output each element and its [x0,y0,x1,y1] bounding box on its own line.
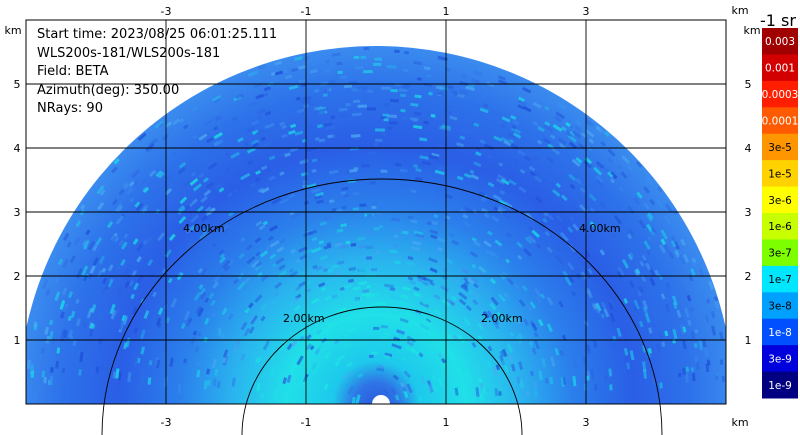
x-tick-top: -3 [161,5,172,18]
colorbar-swatch [762,28,798,55]
colorbar-swatch [762,107,798,135]
y-tick-right: 4 [745,142,752,155]
x-axis-ticks-top: -3 -1 1 3 km [161,4,749,18]
colorbar-label: 1e-5 [768,168,792,180]
colorbar-label: 3e-7 [768,248,792,260]
colorbar-swatch [762,265,798,293]
radar-name-text: WLS200s-181/WLS200s-181 [37,45,221,61]
colorbar-label: 1e-6 [768,221,792,233]
nrays-text: NRays: 90 [37,101,103,116]
x-axis-ticks-bottom: -3 -1 1 3 km [161,416,749,429]
y-tick-right: 5 [745,78,752,91]
range-ring-4km [101,178,663,435]
x-tick-top: 3 [583,5,590,18]
y-tick-left: 3 [14,206,21,219]
y-unit-right: km [743,24,760,37]
y-tick-right: 1 [745,334,752,347]
colorbar-label: 0.001 [765,63,795,75]
y-tick-right: 3 [745,206,752,219]
colorbar-label: 3e-6 [768,195,792,207]
x-tick-bottom: -1 [301,416,312,429]
colorbar: 0.003 0.001 0.0003 0.0001 3e-5 1e-5 3e-6 1e-6 3e… [762,28,799,399]
plot-frame [25,19,727,405]
colorbar-swatch [762,371,798,399]
y-tick-left: 4 [14,142,21,155]
colorbar-label: 1e-9 [768,380,792,392]
ring-label-2km-left: 2.00km [283,312,325,325]
x-tick-bottom: -3 [161,416,172,429]
colorbar-label: 3e-5 [768,142,792,154]
colorbar-swatch [762,292,798,320]
y-tick-left: 1 [14,334,21,347]
colorbar-unit-label: -1 sr [760,11,796,30]
ring-label-4km-right: 4.00km [579,222,621,235]
colorbar-label: 1e-7 [768,274,792,286]
x-tick-bottom: 3 [583,416,590,429]
scan-info-panel: Start time: 2023/08/25 06:01:25.111 WLS2… [37,26,277,119]
y-tick-left: 2 [14,270,21,283]
colorbar-label: 0.0001 [762,116,799,128]
colorbar-swatch [762,186,798,214]
colorbar-label: 1e-8 [768,327,792,339]
radar-blind-zone [372,395,390,404]
y-tick-left: 5 [14,78,21,91]
colorbar-label: 0.0003 [762,89,799,101]
x-tick-top: 1 [443,5,450,18]
azimuth-text: Azimuth(deg): 350.00 [37,82,180,98]
ring-label-4km-left: 4.00km [183,222,225,235]
y-unit-left: km [4,24,21,37]
colorbar-swatch [762,345,798,373]
field-text: Field: BETA [37,64,109,79]
range-ring-labels: 2.00km 2.00km 4.00km 4.00km [183,222,621,325]
colorbar-swatch [762,213,798,240]
echo-texture [26,46,726,404]
y-axis-ticks-left: km 1 2 3 4 5 [4,24,21,347]
colorbar-label: 3e-8 [768,301,792,313]
y-axis-ticks-right: km 1 2 3 4 5 [743,24,760,347]
x-tick-bottom: 1 [443,416,450,429]
colorbar-swatch [762,54,798,82]
y-tick-right: 2 [745,270,752,283]
colorbar-swatch [762,80,798,108]
colorbar-swatch [762,133,798,161]
x-unit-bottom: km [731,416,748,429]
grid-lines [26,20,726,404]
start-time-text: Start time: 2023/08/25 06:01:25.111 [37,27,278,42]
colorbar-swatch [762,318,798,346]
colorbar-label: 3e-9 [768,353,792,365]
x-unit-top: km [731,4,748,17]
colorbar-label: 0.003 [765,36,795,48]
ring-label-2km-right: 2.00km [481,312,523,325]
range-ring-2km [241,306,523,435]
colorbar-swatch [762,239,798,267]
colorbar-swatch [762,160,798,188]
x-tick-top: -1 [301,5,312,18]
